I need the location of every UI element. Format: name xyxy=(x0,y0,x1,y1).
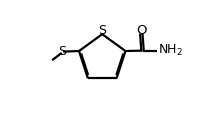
Text: NH$_2$: NH$_2$ xyxy=(158,43,183,58)
Text: S: S xyxy=(58,45,67,58)
Text: S: S xyxy=(98,24,106,37)
Text: O: O xyxy=(136,24,146,37)
